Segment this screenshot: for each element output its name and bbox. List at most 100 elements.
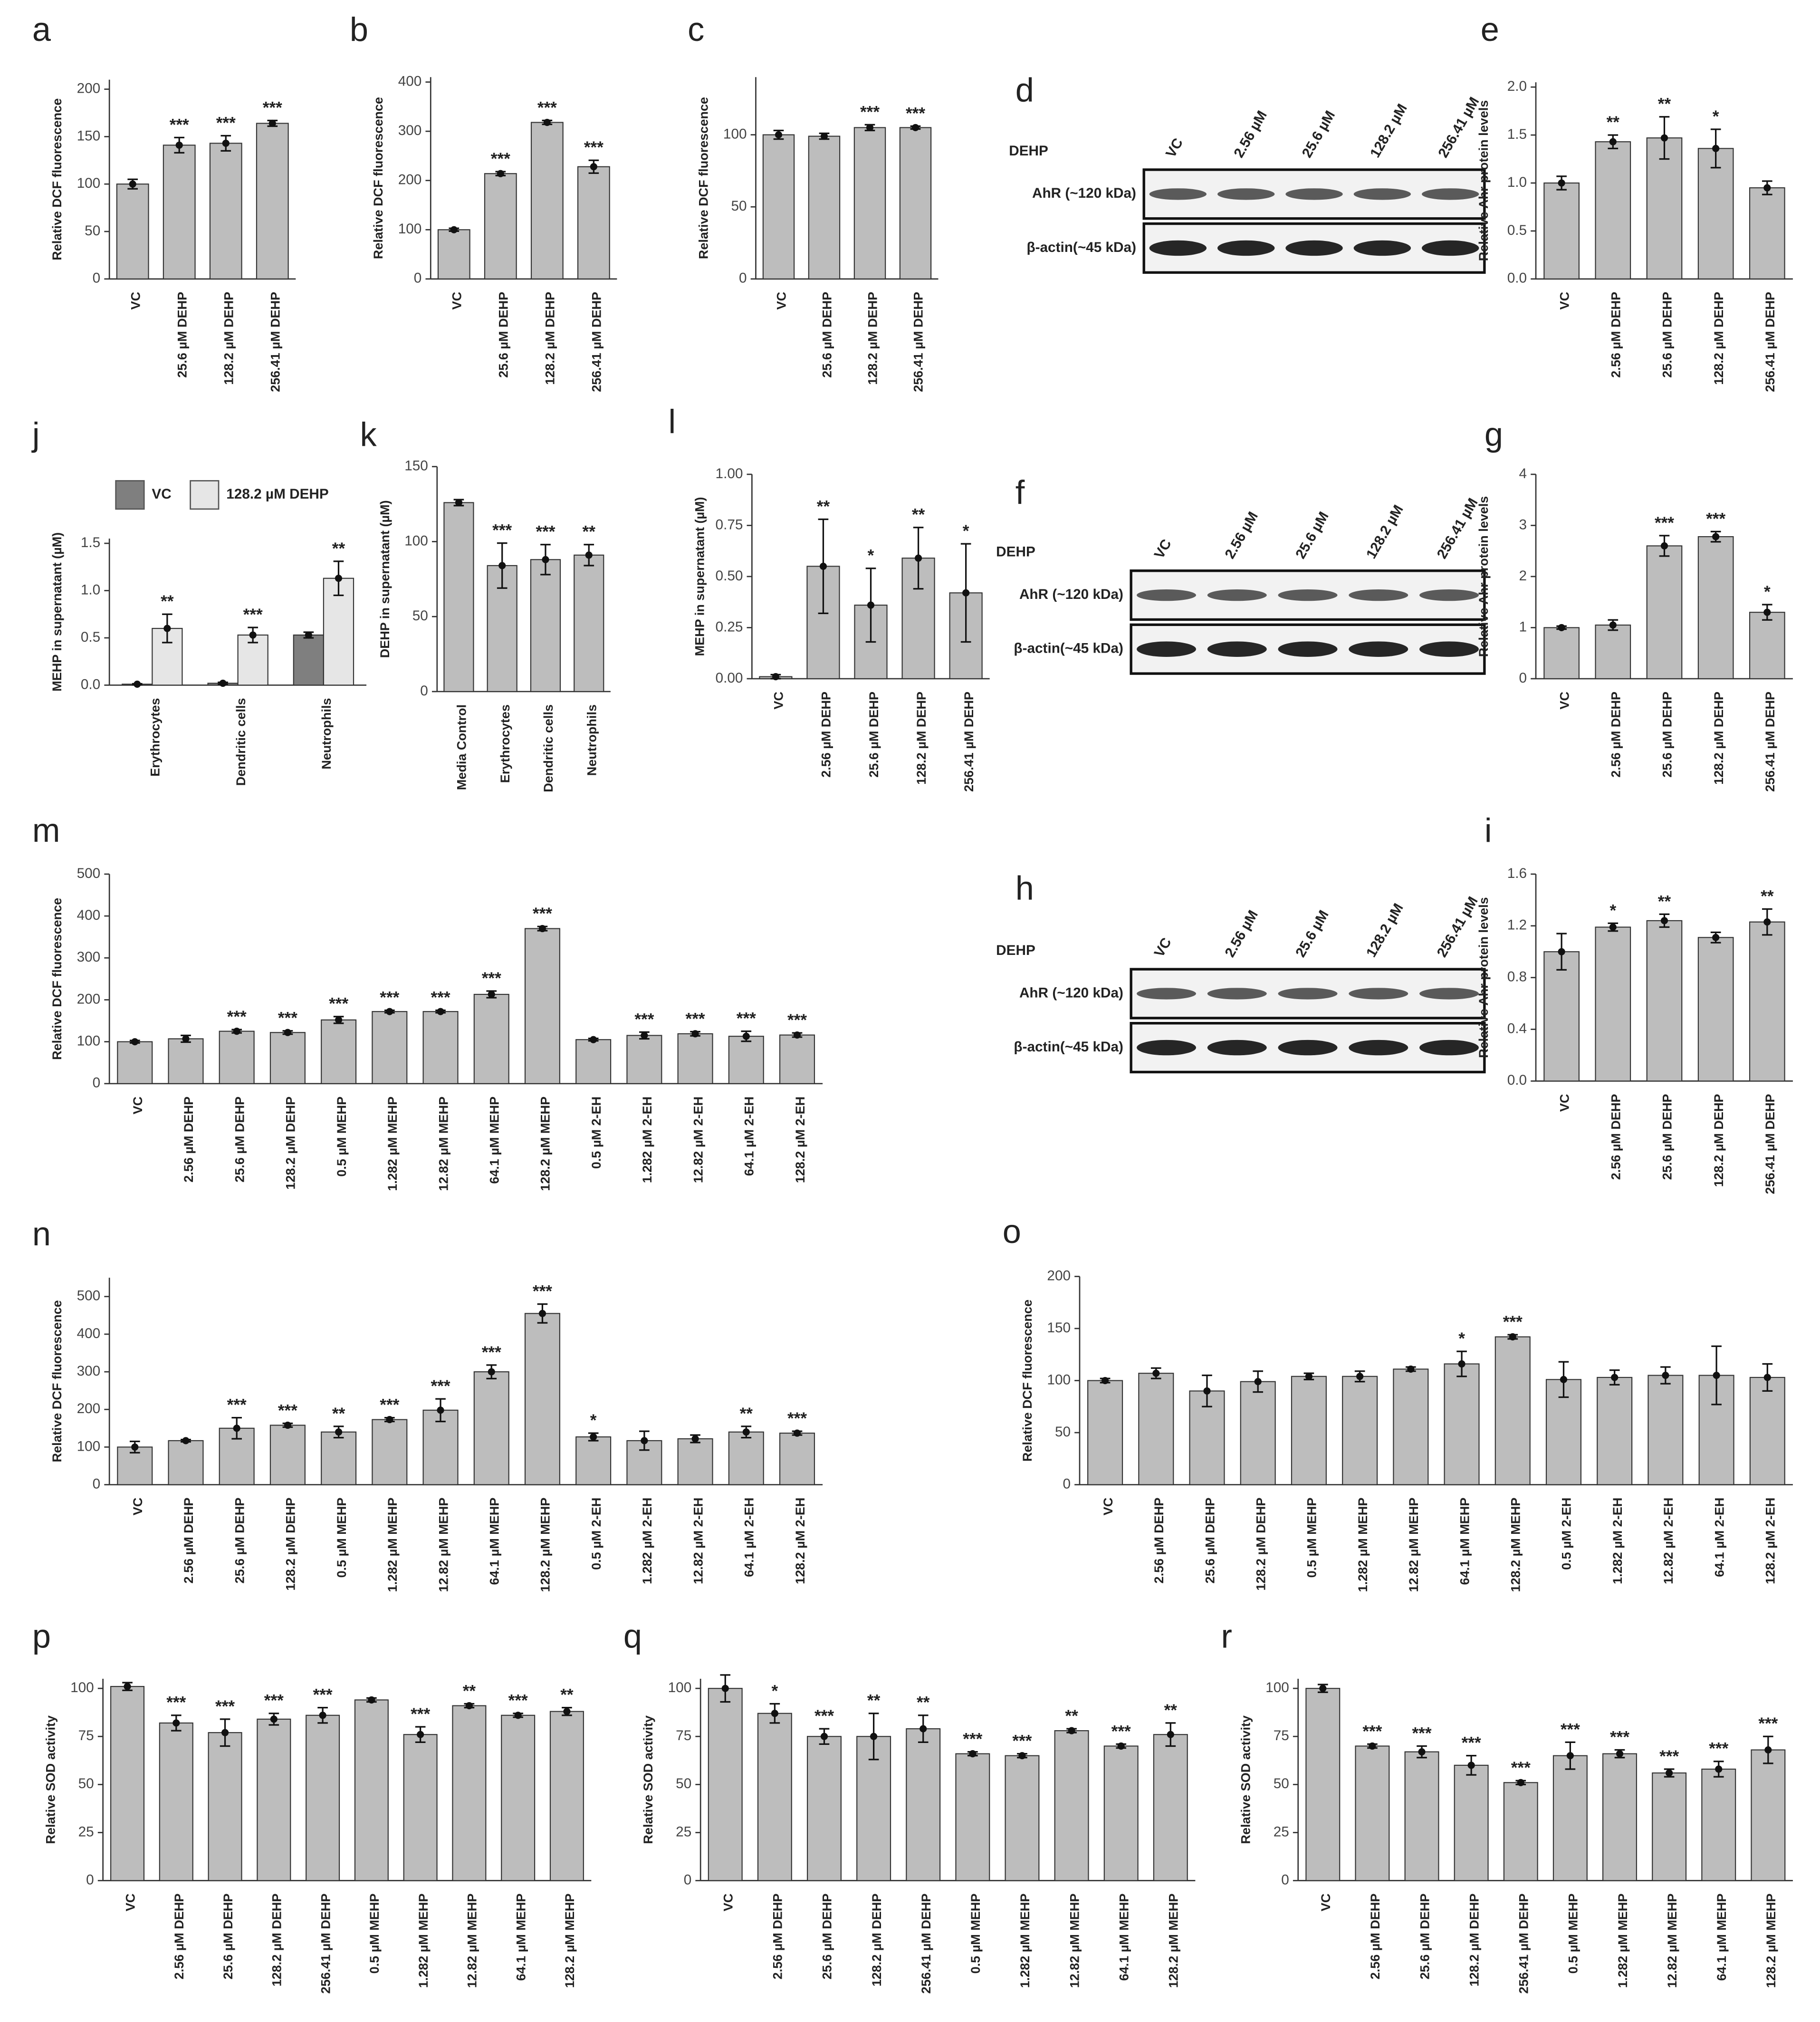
significance: *** <box>1610 1728 1629 1746</box>
lane-label: 2.56 µM <box>1222 907 1261 960</box>
significance: *** <box>227 1008 247 1026</box>
panel-label: e <box>1481 10 1499 48</box>
blot-band <box>1419 589 1479 601</box>
significance: * <box>963 522 969 540</box>
significance: *** <box>1362 1722 1382 1741</box>
significance: *** <box>166 1694 186 1712</box>
lane-label: VC <box>1163 135 1186 160</box>
blot-band <box>1353 240 1411 256</box>
mean-point <box>866 124 874 131</box>
y-tick-label: 200 <box>77 1401 101 1416</box>
x-tick-label: VC <box>131 1097 145 1115</box>
x-tick-label: 128.2 µM DEHP <box>1467 1894 1481 1987</box>
x-tick-label: 12.82 µM 2-EH <box>691 1097 705 1183</box>
x-tick-label: 128.2 µM DEHP <box>1712 692 1726 785</box>
panel-label: j <box>31 415 40 453</box>
x-tick-label: 1.282 µM 2-EH <box>640 1498 654 1584</box>
bar <box>372 1011 408 1084</box>
mean-point <box>1102 1377 1109 1385</box>
bar <box>1494 1336 1531 1485</box>
mean-point <box>772 673 779 681</box>
significance: *** <box>508 1692 528 1710</box>
bar <box>443 502 474 693</box>
x-tick-label: 1.282 µM 2-EH <box>640 1097 654 1183</box>
x-tick-label: 1.282 µM 2-EH <box>1610 1498 1625 1584</box>
y-tick-label: 0 <box>93 1075 101 1091</box>
y-axis-title: Relative DCF fluorescence <box>696 97 710 259</box>
significance: ** <box>560 1686 574 1704</box>
x-tick-label: 64.1 µM MEHP <box>514 1894 528 1981</box>
bar <box>117 1041 153 1084</box>
lane-label: 2.56 µM <box>1231 108 1270 160</box>
panel-label: a <box>32 10 51 48</box>
mean-point <box>542 556 549 563</box>
significance: ** <box>917 1694 930 1712</box>
bar <box>1355 1745 1390 1881</box>
panel-label: l <box>669 403 676 440</box>
x-tick-label: 2.56 µM DEHP <box>1609 292 1623 378</box>
mean-point <box>641 1437 648 1444</box>
blot-band <box>1207 641 1267 657</box>
x-tick-label: Erythrocytes <box>148 698 163 776</box>
y-axis-title: MEHP in supernatant (µM) <box>50 532 64 692</box>
significance: *** <box>1462 1734 1481 1752</box>
x-tick-label: 256.41 µM DEHP <box>1517 1894 1531 1994</box>
x-tick-label: VC <box>450 292 464 310</box>
bar <box>524 1313 560 1485</box>
bar <box>677 1438 713 1485</box>
bar <box>323 578 354 686</box>
blot-band <box>1137 1040 1196 1056</box>
mean-point <box>820 133 828 140</box>
blot-band <box>1217 188 1275 200</box>
significance: *** <box>787 1409 807 1428</box>
mean-point <box>820 1733 828 1740</box>
mean-point <box>1611 1374 1619 1381</box>
y-axis-title: MEHP in supernatant (µM) <box>692 497 707 656</box>
y-axis-title: Relative Ahr protein levels <box>1476 496 1491 657</box>
bar <box>1749 187 1785 279</box>
bar <box>779 1034 815 1084</box>
mean-point <box>1558 179 1565 187</box>
bar <box>549 1711 584 1881</box>
y-tick-label: 2.0 <box>1507 78 1527 94</box>
x-tick-label: 0.5 µM 2-EH <box>589 1498 603 1570</box>
bar <box>575 1436 612 1485</box>
bar <box>530 559 561 693</box>
mean-point <box>131 1038 139 1046</box>
significance: *** <box>1659 1747 1679 1766</box>
blot-title: DEHP <box>996 943 1035 958</box>
y-tick-label: 0.25 <box>716 619 743 635</box>
x-tick-label: VC <box>123 1894 137 1912</box>
x-tick-label: 1.282 µM MEHP <box>385 1498 400 1592</box>
y-tick-label: 0 <box>414 270 422 286</box>
panel-label: f <box>1015 473 1025 511</box>
y-tick-label: 0 <box>93 270 101 286</box>
bar <box>219 1030 255 1084</box>
x-tick-label: 12.82 µM MEHP <box>1665 1894 1679 1988</box>
y-tick-label: 50 <box>731 198 747 214</box>
blot-band <box>1278 641 1338 657</box>
mean-point <box>1763 184 1771 192</box>
bar <box>1153 1734 1188 1881</box>
mean-point <box>590 1433 597 1441</box>
bar <box>256 123 289 279</box>
blot-band <box>1349 589 1408 601</box>
row-label: β-actin(~45 kDa) <box>1014 641 1123 656</box>
mean-point <box>1203 1387 1211 1395</box>
x-tick-label: 25.6 µM DEHP <box>232 1498 247 1584</box>
significance: * <box>1458 1329 1465 1348</box>
significance: * <box>1609 901 1616 920</box>
y-tick-label: 1 <box>1519 619 1527 635</box>
mean-point <box>1713 1371 1720 1379</box>
blot-band <box>1419 988 1479 1000</box>
bar <box>1697 148 1734 279</box>
y-tick-label: 150 <box>77 128 101 144</box>
y-tick-label: 75 <box>676 1728 691 1743</box>
y-tick-label: 0.00 <box>716 670 743 686</box>
y-tick-label: 200 <box>77 80 101 96</box>
x-tick-label: 12.82 µM MEHP <box>1407 1498 1421 1592</box>
significance: *** <box>264 1692 284 1710</box>
significance: * <box>590 1411 597 1430</box>
mean-point <box>920 1725 927 1733</box>
